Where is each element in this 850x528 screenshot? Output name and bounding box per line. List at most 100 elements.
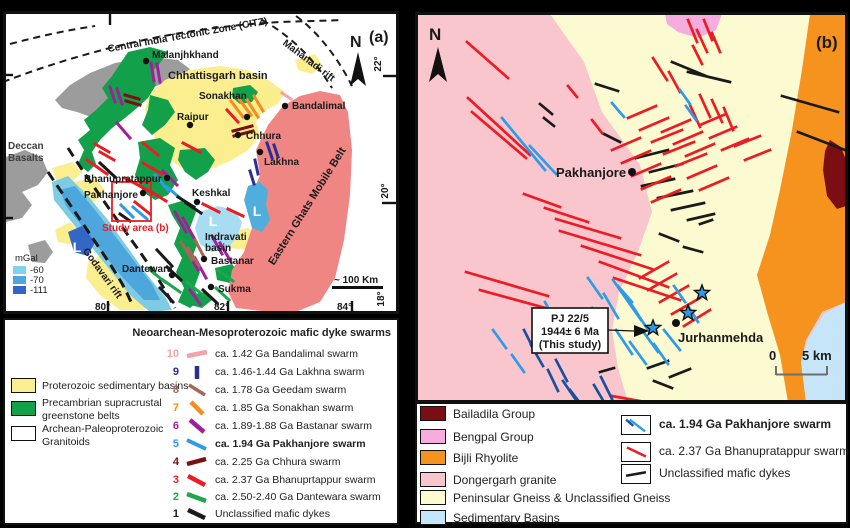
unit-swatch (420, 406, 446, 421)
legend-row: 8 ca. 1.78 Ga Geedam swarm (153, 381, 346, 398)
unit-label-line: Precambrian supracrustal (42, 397, 162, 409)
scale-bar-b: 0 5 km (769, 348, 832, 376)
greenstone-belt-regions (78, 47, 258, 308)
lon-label-82: 82° (214, 302, 229, 313)
scale-bar-a: ~ 100 Km (332, 275, 383, 289)
legend-row: 10 ca. 1.42 Ga Bandalimal swarm (153, 345, 358, 362)
unit-label-line: greenstone belts (42, 410, 120, 422)
north-arrow-icon: N (350, 34, 366, 86)
mgal-swatch (13, 276, 26, 284)
mgal-value: -60 (30, 265, 44, 276)
legend-a-title: Neoarchean-Mesoproterozoic mafic dyke sw… (132, 327, 391, 339)
swarm-label: ca. 2.50-2.40 Ga Dantewara swarm (215, 490, 381, 503)
city-label-malanjhkhand: Malanjhkhand (152, 50, 219, 61)
legend-row: 2 ca. 2.50-2.40 Ga Dantewara swarm (153, 488, 381, 505)
dyke-legend-box (621, 442, 651, 462)
unit-swatch (11, 401, 36, 416)
eastern-ghats-mobile-belt-region (228, 91, 352, 312)
swarm-label: Unclassified mafic dykes (215, 507, 330, 520)
chhattisgarh-basin-label: Chhattisgarh basin (168, 70, 268, 82)
unit-label-line: Archean-Paleoproterozoic (42, 423, 164, 435)
swarm-number: 3 (172, 473, 179, 486)
indravati-basin-label2: basin (205, 243, 231, 254)
swarm-number: 2 (172, 490, 179, 503)
legend-row: 7 ca. 1.85 Ga Sonakhan swarm (153, 399, 353, 416)
dyke-line-icon (186, 491, 207, 503)
lat-label-22: 22° (373, 56, 384, 71)
city-label-pakhanjore: Pakhanjore (84, 190, 138, 201)
city-label-lakhna: Lakhna (264, 157, 299, 168)
unit-swatch (420, 510, 446, 525)
scale-label-a: ~ 100 Km (334, 275, 378, 286)
swarm-number: 1 (172, 507, 179, 520)
bailadila-group-region (823, 140, 846, 209)
indravati-basin-label: Indravati (205, 232, 247, 243)
mgal-swatch (13, 266, 26, 274)
regional-map-panel-a: Central India Tectonic Zone (CITZ) Mahan… (3, 11, 399, 314)
svg-text:N: N (350, 34, 362, 51)
place-label-jurhanmehda: Jurhanmehda (678, 330, 764, 345)
dyke-line-icon (186, 349, 208, 358)
dyke-line-icon (188, 383, 206, 396)
gravity-low-marker: L (73, 239, 82, 255)
city-label-sonakhan: Sonakhan (199, 91, 247, 102)
swarm-number: 6 (172, 419, 179, 432)
swarm-number: 5 (172, 437, 179, 450)
dyke-line-icon (186, 437, 207, 451)
swarm-number: 4 (172, 455, 179, 468)
unit-label: Dongergarh granite (453, 473, 557, 487)
city-label-keshkal: Keshkal (192, 188, 231, 199)
unit-label: Bailadila Group (453, 407, 536, 421)
unit-label: Precambrian supracrustal greenstone belts (42, 397, 202, 423)
panel-a-tag: (a) (369, 29, 389, 46)
study-area-box (111, 181, 152, 222)
lat-label-18: 18° (376, 291, 387, 306)
legend-row: 6 ca. 1.89-1.88 Ga Bastanar swarm (153, 417, 372, 434)
unit-swatch (11, 426, 36, 441)
swarm-number: 9 (172, 365, 179, 378)
place-label-pakhanjore: Pakhanjore (556, 165, 626, 180)
unit-swatch (420, 490, 446, 505)
svg-text:N: N (429, 25, 441, 44)
dyke-line-icon (186, 456, 207, 466)
city-dots-a (139, 57, 289, 291)
sample-annotation: PJ 22/5 1944± 6 Ma (This study) (531, 307, 649, 354)
unit-label: Bijli Rhyolite (453, 451, 519, 465)
unit-label: Sedimentary Basins (453, 511, 560, 525)
unit-swatch (420, 450, 446, 465)
dyke-legend-box (621, 415, 651, 435)
swarm-label: ca. 1.94 Ga Pakhanjore swarm (215, 437, 366, 450)
deccan-basalts-label2: Basalts (8, 153, 44, 164)
dyke-line-icon (626, 446, 647, 458)
scale-five-km: 5 km (802, 348, 832, 363)
jurhanmehda-dot (672, 319, 680, 327)
scale-zero: 0 (769, 348, 776, 363)
dyke-legend-label: ca. 2.37 Ga Bhanupratappur swarm (659, 444, 850, 458)
swarm-label: ca. 2.25 Ga Chhura swarm (215, 455, 341, 468)
dyke-line-icon (186, 473, 207, 487)
swarm-label: ca. 1.89-1.88 Ga Bastanar swarm (215, 419, 372, 432)
legend-row: 4 ca. 2.25 Ga Chhura swarm (153, 453, 341, 470)
map-a-frame (3, 11, 399, 314)
unit-label: Proterozoic sedimentary basins (42, 380, 189, 392)
dyke-legend-box (621, 464, 651, 484)
lon-label-80: 80° (95, 302, 110, 313)
dyke-line-icon (188, 417, 206, 434)
city-label-raipur: Raipur (177, 112, 209, 123)
study-area-map-panel-b: Pakhanjore Jurhanmehda PJ 22/5 1944± 6 M… (415, 12, 848, 403)
dyke-line-icon (625, 418, 646, 433)
dyke-line-icon (625, 470, 647, 478)
map-b-frame (415, 12, 848, 403)
dyke-swarms-a (84, 61, 294, 307)
sample-age: 1944± 6 Ma (541, 326, 600, 338)
gravity-low-regions (52, 176, 270, 312)
unit-swatch (420, 429, 446, 444)
dyke-line-icon (189, 399, 205, 416)
panel-b-tag: (b) (816, 33, 838, 52)
swarm-label: ca. 1.85 Ga Sonakhan swarm (215, 401, 354, 414)
city-label-bastanar: Bastanar (211, 256, 254, 267)
mgal-legend: mGal -60 -70 -111 (13, 253, 48, 296)
legend-row: 1 Unclassified mafic dykes (153, 505, 330, 522)
dyke-legend-label: Unclassified mafic dykes (659, 466, 791, 480)
